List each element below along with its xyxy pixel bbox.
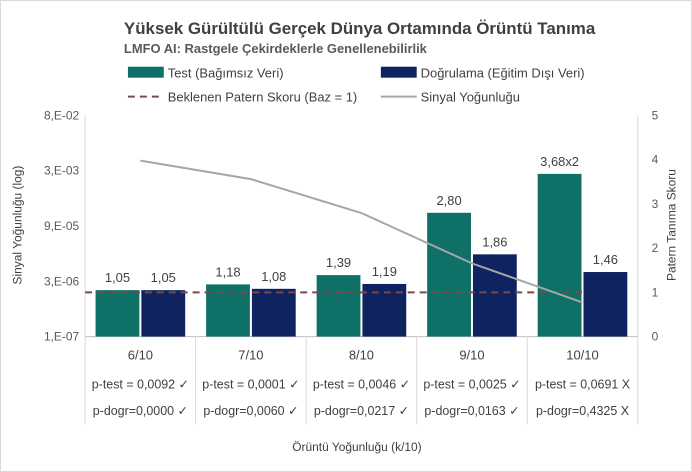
p-validation-value: p-dogr=0,0060 ✓ bbox=[203, 404, 298, 418]
y-left-tick-label: 9,E-05 bbox=[44, 219, 80, 233]
y-left-tick-label: 3,E-03 bbox=[44, 164, 80, 178]
x-tick-label: 10/10 bbox=[566, 347, 598, 362]
data-label-test: 3,68x2 bbox=[540, 154, 579, 169]
bar-validation bbox=[472, 254, 517, 337]
p-test-value: p-test = 0,0046 ✓ bbox=[313, 377, 410, 391]
p-validation-value: p-dogr=0,0000 ✓ bbox=[93, 404, 188, 418]
legend-label-validation: Doğrulama (Eğitim Dışı Veri) bbox=[421, 66, 585, 81]
x-tick-label: 9/10 bbox=[459, 347, 484, 362]
y-right-tick-label: 2 bbox=[652, 241, 659, 255]
p-validation-value: p-dogr=0,0163 ✓ bbox=[424, 404, 519, 418]
legend-swatch-test bbox=[127, 66, 164, 78]
bar-validation bbox=[583, 272, 628, 337]
y-right-tick-label: 3 bbox=[652, 197, 659, 211]
y-right-axis-title: Patern Tanıma Skoru bbox=[665, 169, 679, 281]
y-right-tick-label: 5 bbox=[652, 108, 659, 122]
p-test-value: p-test = 0,0092 ✓ bbox=[92, 377, 189, 391]
legend-swatch-validation bbox=[380, 66, 417, 78]
data-label-validation: 1,46 bbox=[593, 252, 618, 267]
y-right-tick-label: 1 bbox=[652, 285, 659, 299]
y-left-tick-label: 1,E-07 bbox=[44, 330, 80, 344]
data-label-validation: 1,19 bbox=[372, 264, 397, 279]
bar-validation bbox=[251, 288, 296, 337]
p-test-value: p-test = 0,0691 X bbox=[535, 377, 631, 391]
bar-validation bbox=[141, 290, 186, 337]
p-test-value: p-test = 0,0025 ✓ bbox=[423, 377, 520, 391]
signal-line bbox=[140, 159, 583, 304]
p-test-value: p-test = 0,0001 ✓ bbox=[202, 377, 299, 391]
y-right-tick-label: 4 bbox=[652, 153, 659, 167]
p-validation-value: p-dogr=0,4325 X bbox=[536, 404, 630, 418]
legend-label-signal: Sinyal Yoğunluğu bbox=[421, 90, 520, 105]
y-right-tick-label: 0 bbox=[652, 330, 659, 344]
data-label-test: 1,18 bbox=[215, 264, 240, 279]
data-label-validation: 1,86 bbox=[482, 234, 507, 249]
x-tick-label: 7/10 bbox=[238, 347, 263, 362]
plot-area: 8,E-02 3,E-03 9,E-05 3,E-06 1,E-07 0 1 2 3 4 5 1,05… bbox=[44, 108, 659, 425]
bar-test bbox=[427, 212, 471, 337]
data-label-test: 1,39 bbox=[326, 255, 351, 270]
x-tick-label: 6/10 bbox=[128, 347, 153, 362]
data-label-validation: 1,08 bbox=[261, 269, 286, 284]
legend-label-test: Test (Bağımsız Veri) bbox=[168, 66, 284, 81]
chart-title: Yüksek Gürültülü Gerçek Dünya Ortamında … bbox=[124, 19, 596, 38]
data-label-validation: 1,05 bbox=[151, 270, 176, 285]
y-left-tick-label: 8,E-02 bbox=[44, 108, 80, 122]
legend-label-baseline: Beklenen Patern Skoru (Baz = 1) bbox=[168, 90, 357, 105]
y-left-axis-title: Sinyal Yoğunluğu (log) bbox=[10, 166, 24, 285]
data-label-test: 1,05 bbox=[105, 270, 130, 285]
legend: Test (Bağımsız Veri) Doğrulama (Eğitim D… bbox=[127, 66, 585, 105]
p-validation-value: p-dogr=0,0217 ✓ bbox=[314, 404, 409, 418]
y-left-tick-label: 3,E-06 bbox=[44, 274, 80, 288]
bar-test bbox=[537, 173, 582, 337]
chart-subtitle: LMFO AI: Rastgele Çekirdeklerle Genellen… bbox=[124, 41, 428, 56]
x-tick-label: 8/10 bbox=[349, 347, 374, 362]
bar-test bbox=[95, 290, 140, 337]
bar-test bbox=[316, 275, 361, 337]
x-axis-title: Örüntü Yoğunluğu (k/10) bbox=[292, 440, 421, 454]
data-label-test: 2,80 bbox=[436, 193, 461, 208]
